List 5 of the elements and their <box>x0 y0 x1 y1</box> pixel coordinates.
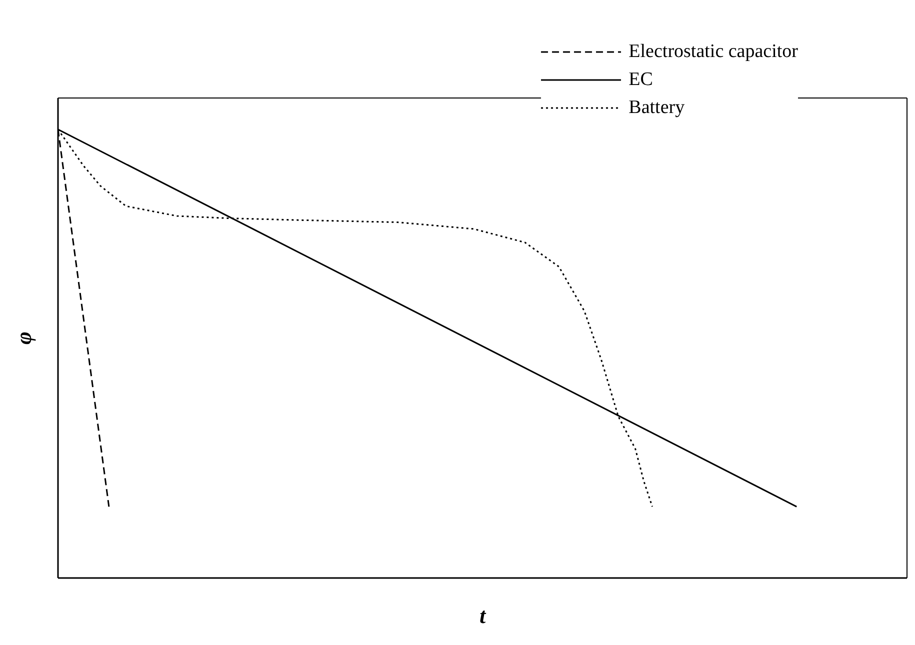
legend-label: Electrostatic capacitor <box>628 41 798 63</box>
x-axis-title: t <box>479 603 486 628</box>
legend-label: EC <box>628 69 653 91</box>
y-axis-title: φ <box>10 331 36 344</box>
legend-label: Battery <box>628 97 685 119</box>
